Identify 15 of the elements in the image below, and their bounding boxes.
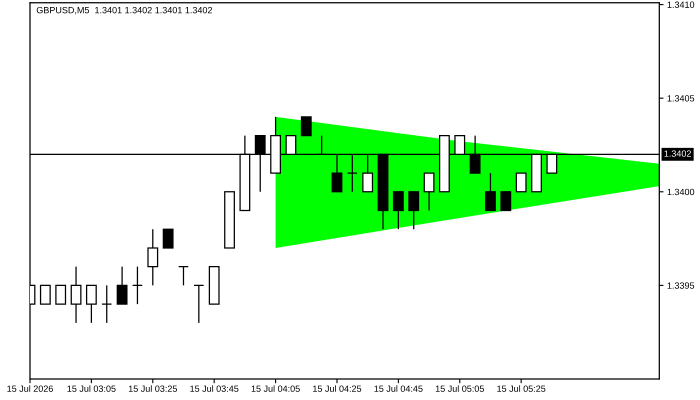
x-tick-label: 15 Jul 04:05 [252, 385, 300, 392]
x-tick-label: 15 Jul 03:25 [128, 385, 178, 392]
chart-title: GBPUSD,M5 1.3401 1.3402 1.3401 1.3402 [36, 6, 212, 14]
x-tick-label: 15 Jul 2026 [7, 385, 53, 392]
x-tick-label: 15 Jul 05:25 [497, 385, 546, 392]
y-tick-label: 1.3400 [668, 188, 694, 196]
x-tick-label: 15 Jul 04:25 [313, 385, 362, 392]
ref-line-label: 1.3402 [664, 150, 691, 157]
y-tick-label: 1.3405 [668, 95, 694, 102]
y-tick-label: 1.3395 [668, 282, 694, 289]
x-tick-label: 15 Jul 04:45 [374, 385, 423, 392]
x-tick-label: 15 Jul 03:45 [190, 385, 238, 392]
y-tick-label: 1.3410 [668, 2, 694, 8]
x-tick-label: 15 Jul 05:05 [436, 385, 484, 392]
x-tick-label: 15 Jul 03:05 [67, 385, 116, 392]
